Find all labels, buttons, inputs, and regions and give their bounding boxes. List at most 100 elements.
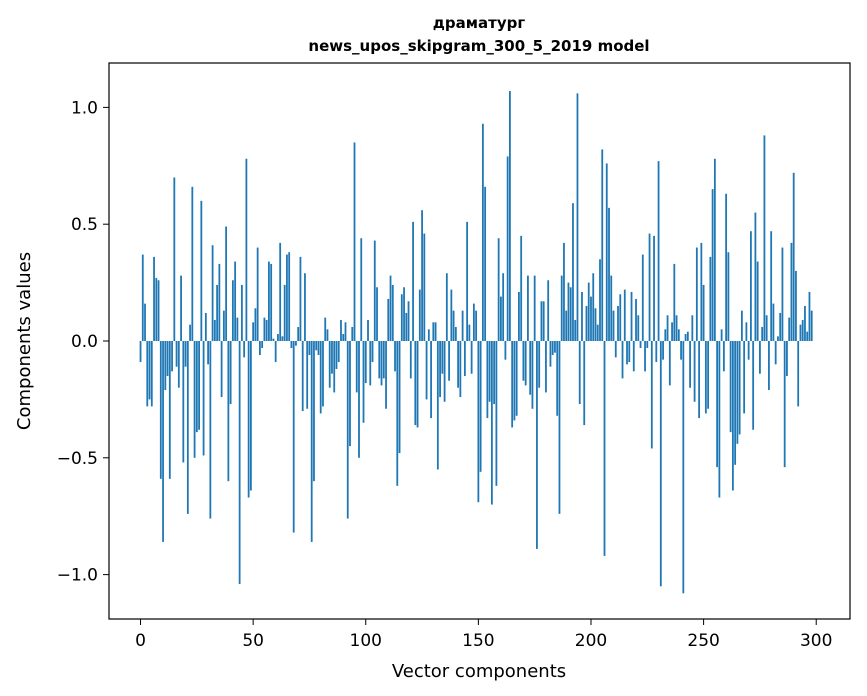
bar-5 (150, 341, 153, 407)
bar-199 (587, 282, 590, 341)
bar-279 (768, 341, 770, 391)
bar-77 (313, 341, 315, 482)
bar-185 (556, 341, 559, 416)
bar-252 (707, 341, 710, 409)
bar-147 (470, 341, 473, 374)
bar-249 (700, 242, 703, 341)
x-tick-label: 250 (687, 631, 719, 651)
bar-14 (171, 341, 173, 372)
bar-35 (218, 263, 221, 341)
bar-37 (222, 310, 225, 341)
bar-33 (213, 319, 216, 341)
bar-283 (777, 336, 779, 341)
bar-142 (459, 341, 462, 398)
bar-73 (304, 273, 306, 341)
bar-51 (254, 308, 257, 341)
y-axis: −1.0 −0.5 0.0 0.5 1.0 (57, 98, 109, 586)
bar-21 (186, 341, 189, 514)
bar-104 (373, 240, 376, 341)
bar-24 (193, 341, 196, 458)
bar-284 (779, 312, 782, 341)
bar-119 (407, 301, 410, 341)
bar-134 (441, 341, 444, 374)
bar-50 (252, 322, 255, 341)
bar-116 (400, 294, 403, 341)
bar-110 (387, 298, 390, 341)
bar-113 (394, 341, 396, 372)
bar-89 (340, 319, 342, 341)
bar-211 (614, 341, 617, 358)
bar-64 (283, 284, 286, 341)
bar-105 (376, 287, 378, 341)
bar-74 (306, 341, 309, 409)
bar-31 (209, 341, 212, 519)
bar-225 (646, 341, 649, 349)
bar-76 (310, 341, 313, 542)
bar-246 (693, 341, 696, 402)
bar-132 (436, 341, 439, 470)
bar-111 (389, 275, 392, 341)
bar-218 (630, 291, 633, 341)
bar-143 (461, 310, 464, 341)
bar-26 (198, 341, 200, 430)
bar-158 (495, 341, 498, 486)
bar-175 (533, 275, 536, 341)
bar-154 (486, 341, 489, 419)
bar-186 (558, 341, 561, 514)
bar-42 (234, 261, 237, 341)
bar-166 (513, 341, 516, 421)
bar-7 (155, 277, 158, 341)
bar-164 (509, 91, 511, 341)
bar-145 (466, 221, 469, 341)
bar-10 (162, 341, 164, 542)
bar-114 (396, 341, 399, 486)
bar-234 (666, 315, 669, 341)
bar-102 (369, 341, 372, 386)
bar-112 (391, 284, 394, 341)
bar-84 (328, 341, 331, 388)
bar-229 (655, 341, 658, 363)
bar-48 (247, 341, 250, 498)
bar-71 (299, 256, 302, 341)
bar-23 (191, 186, 194, 341)
bar-200 (590, 296, 592, 341)
bar-251 (704, 341, 707, 414)
y-tick-label: 1.0 (71, 98, 98, 118)
bar-38 (225, 226, 228, 341)
bar-287 (786, 341, 788, 377)
bar-250 (702, 284, 705, 341)
bar-101 (367, 319, 369, 341)
bar-270 (747, 341, 750, 360)
bar-177 (538, 341, 541, 388)
bar-240 (680, 341, 682, 360)
bar-182 (549, 341, 552, 367)
bar-267 (740, 310, 743, 341)
bar-285 (781, 247, 784, 341)
bar-196 (581, 291, 583, 341)
bar-98 (360, 238, 363, 341)
bar-223 (641, 254, 644, 341)
x-axis-label: Vector components (392, 661, 566, 682)
bar-123 (416, 341, 419, 428)
bar-95 (353, 142, 356, 341)
bar-12 (166, 341, 169, 377)
bar-294 (801, 319, 804, 341)
bar-243 (686, 331, 689, 341)
bar-82 (324, 317, 327, 341)
bar-198 (585, 305, 588, 341)
bar-66 (288, 252, 291, 341)
bar-244 (689, 341, 691, 388)
chart-title: драматург (433, 14, 526, 32)
bar-231 (659, 341, 662, 587)
bar-235 (668, 341, 671, 386)
bar-178 (540, 301, 543, 341)
bar-179 (542, 301, 545, 341)
bar-137 (448, 341, 450, 381)
bar-40 (229, 341, 232, 405)
bar-92 (346, 341, 349, 519)
bar-106 (378, 341, 381, 379)
bar-148 (472, 303, 475, 341)
bar-296 (806, 331, 809, 341)
bar-213 (619, 294, 622, 341)
bar-36 (220, 341, 223, 398)
